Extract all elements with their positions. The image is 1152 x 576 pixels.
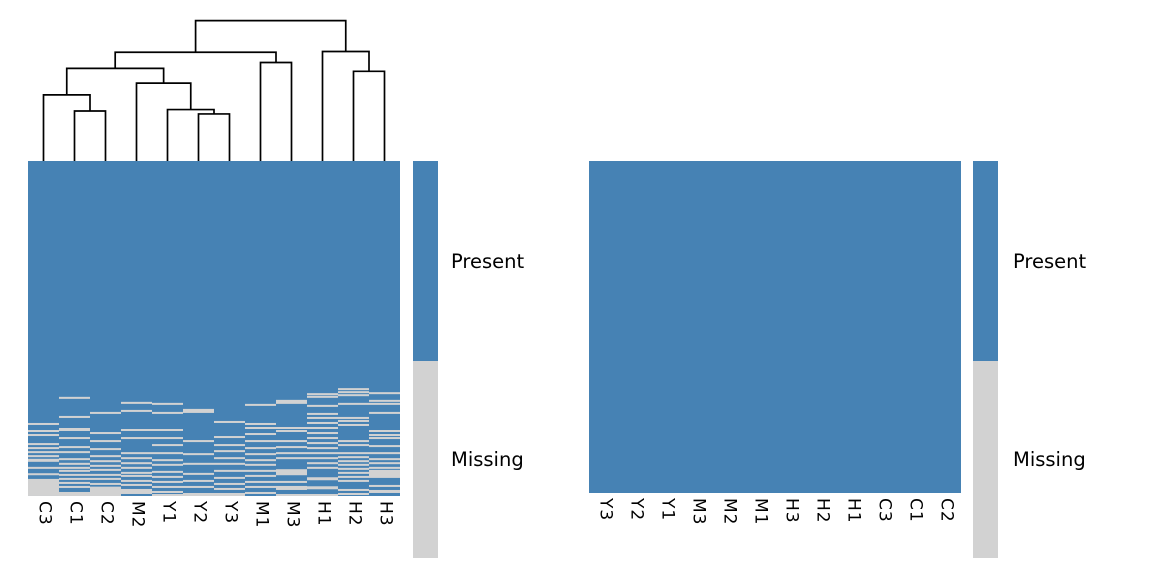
- xtick-label: M2: [127, 501, 148, 529]
- xtick-label: M3: [688, 498, 709, 526]
- heatmap-left: [28, 161, 400, 496]
- xtick-label: M2: [719, 498, 740, 526]
- xtick-label: M1: [251, 501, 272, 529]
- column-dendrogram: [42, 19, 386, 161]
- legend-missing-swatch: [413, 361, 438, 558]
- xtick-label: M1: [750, 498, 771, 526]
- legend-missing-label: Missing: [1013, 448, 1086, 471]
- xtick-label: H2: [344, 501, 365, 527]
- xtick-label: C1: [905, 498, 926, 523]
- xtick-label: Y1: [158, 501, 179, 525]
- heatmap-right: [589, 161, 961, 493]
- xtick-label: C3: [34, 501, 55, 526]
- legend-missing-label: Missing: [451, 448, 524, 471]
- xtick-label: Y3: [595, 498, 616, 522]
- xtick-label: H3: [781, 498, 802, 524]
- legend-present-label: Present: [451, 249, 525, 273]
- legend-present-swatch: [413, 161, 438, 362]
- xtick-label: Y2: [626, 498, 647, 522]
- xtick-label: H1: [843, 498, 864, 524]
- xtick-label: C2: [936, 498, 957, 523]
- legend-present-label: Present: [1013, 249, 1087, 273]
- xtick-label: C2: [96, 501, 117, 526]
- xtick-label: H2: [812, 498, 833, 524]
- legend-colorbar-left: [413, 161, 438, 558]
- xtick-label: M3: [282, 501, 303, 529]
- xtick-label: H1: [313, 501, 334, 527]
- xtick-label: Y3: [220, 501, 241, 525]
- xtick-label: C3: [874, 498, 895, 523]
- xtick-label: H3: [375, 501, 396, 527]
- xtick-label: Y1: [657, 498, 678, 522]
- legend-colorbar-right: [973, 161, 998, 558]
- xtick-label: C1: [65, 501, 86, 526]
- xtick-label: Y2: [189, 501, 210, 525]
- legend-present-swatch: [973, 161, 998, 362]
- legend-missing-swatch: [973, 361, 998, 558]
- missing-stripes-overlay: [28, 388, 400, 496]
